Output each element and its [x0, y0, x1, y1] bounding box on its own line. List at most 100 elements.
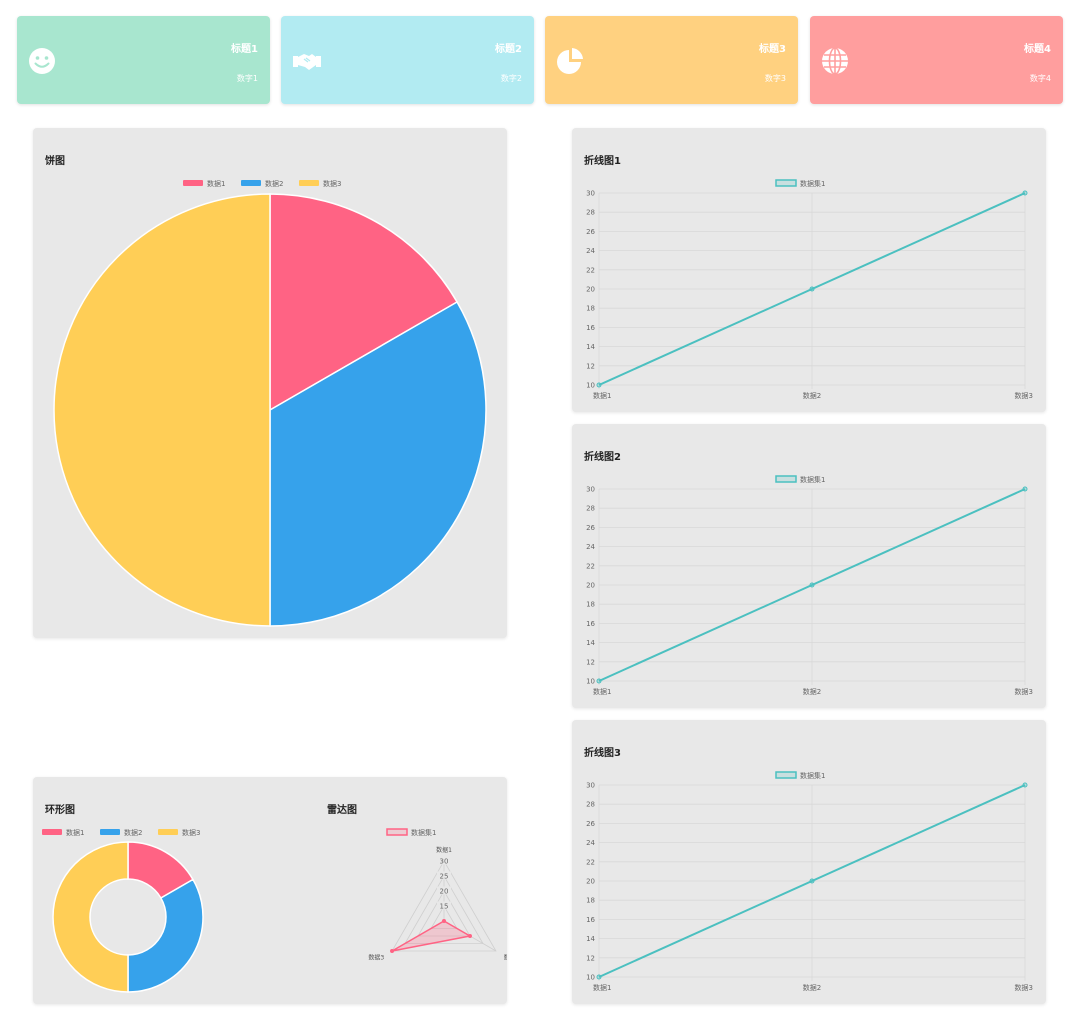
radar-point-label: 数据1: [436, 846, 452, 854]
pie-chart-icon: [557, 48, 583, 74]
pie-slice-1: [269, 193, 459, 412]
data-point: [809, 878, 815, 884]
y-tick-label: 10: [586, 382, 595, 390]
card-title: 标题1: [231, 44, 258, 55]
pie-slice-3: [53, 193, 271, 627]
radar-grid-ring: [430, 905, 458, 929]
line-panel-2: 折线图2 数据集1 10 12 14 16 18 20 22 24 26 28 30 数据1 数据2 数据3: [572, 424, 1046, 708]
y-tick-label: 20: [586, 582, 595, 590]
legend-swatch: [241, 180, 261, 186]
data-point: [809, 582, 815, 588]
doughnut-slice-2: [127, 878, 204, 993]
legend-swatch: [299, 180, 319, 186]
y-tick-label: 16: [586, 620, 595, 628]
chart-title: 折线图1: [584, 156, 621, 167]
y-tick-label: 14: [586, 343, 595, 351]
legend-swatch: [183, 180, 203, 186]
series-line: [598, 192, 1026, 386]
doughnut-radar-panel: 环形图 雷达图 数据1 数据2 数据3 数据集1 15 20 25 30 数据1 数据2 数据3: [33, 777, 507, 1004]
radar-series-area: [391, 920, 473, 952]
x-tick-label: 数据3: [1015, 687, 1033, 696]
data-point: [1022, 782, 1028, 788]
radar-tick-backdrop: [437, 901, 451, 910]
legend-label: 数据3: [182, 828, 200, 837]
radar-chart: 数据集1 15 20 25 30 数据1 数据2 数据3: [368, 828, 507, 962]
radar-data-point: [442, 919, 446, 923]
y-tick-label: 28: [586, 505, 595, 513]
legend-label: 数据2: [124, 828, 142, 837]
data-point: [809, 286, 815, 292]
y-tick-label: 18: [586, 601, 595, 609]
y-tick-label: 26: [586, 524, 595, 532]
chart-title: 折线图3: [584, 748, 621, 759]
y-tick-label: 24: [586, 247, 595, 255]
legend-label: 数据集1: [411, 828, 436, 837]
y-tick-label: 10: [586, 678, 595, 686]
chart-title: 折线图2: [584, 452, 621, 463]
stat-card-4[interactable]: 标题4 数字4: [810, 16, 1063, 104]
y-tick-label: 26: [586, 820, 595, 828]
y-tick-label: 20: [586, 286, 595, 294]
line-chart-2: 数据集1 10 12 14 16 18 20 22 24 26 28 30 数据1 数据2 数据3: [586, 475, 1033, 696]
radar-point-label: 数据2: [504, 954, 507, 962]
y-tick-label: 16: [586, 916, 595, 924]
chart-title: 饼图: [45, 156, 65, 167]
handshake-icon: [293, 54, 321, 70]
chart-title: 环形图: [45, 805, 75, 816]
y-tick-label: 24: [586, 543, 595, 551]
legend-swatch: [775, 771, 797, 779]
x-tick-label: 数据3: [1015, 983, 1033, 992]
y-tick-label: 28: [586, 209, 595, 217]
radar-tick-label: 15: [440, 903, 449, 911]
y-tick-label: 16: [586, 324, 595, 332]
y-tick-label: 14: [586, 935, 595, 943]
radar-tick-label: 20: [440, 888, 449, 896]
y-tick-label: 30: [586, 782, 595, 790]
doughnut-slice-3: [52, 841, 129, 993]
y-tick-label: 18: [586, 897, 595, 905]
series-line: [598, 784, 1026, 978]
x-tick-label: 数据2: [803, 687, 821, 696]
y-tick-label: 12: [586, 362, 595, 370]
smile-icon: [29, 48, 55, 74]
legend-label: 数据1: [207, 179, 225, 188]
radar-tick-backdrop: [437, 856, 451, 865]
legend-label: 数据2: [265, 179, 283, 188]
card-value: 数字4: [1029, 74, 1051, 83]
stat-card-2[interactable]: 标题2 数字2: [281, 16, 534, 104]
line-panel-3: 折线图3 数据集1 10 12 14 16 18 20 22 24 26 28 30 数据1 数据2 数据3: [572, 720, 1046, 1004]
y-tick-label: 12: [586, 658, 595, 666]
stat-card-1[interactable]: 标题1 数字1: [17, 16, 270, 104]
y-tick-label: 22: [586, 266, 595, 274]
pie-chart: 数据1 数据2 数据3: [53, 179, 487, 627]
globe-icon: [822, 47, 848, 75]
y-tick-label: 22: [586, 858, 595, 866]
y-tick-label: 28: [586, 801, 595, 809]
radar-tick-label: 30: [440, 858, 449, 866]
y-tick-label: 18: [586, 305, 595, 313]
x-tick-label: 数据2: [803, 391, 821, 400]
x-tick-label: 数据1: [593, 391, 611, 400]
y-tick-label: 30: [586, 486, 595, 494]
legend-label: 数据1: [66, 828, 84, 837]
card-title: 标题4: [1024, 44, 1051, 55]
line-panel-1: 折线图1 数据集1 10 12 14 16 18 20 22 24 26 28 30 数据1 数据2 数据3: [572, 128, 1046, 412]
card-value: 数字1: [236, 74, 258, 83]
legend-swatch: [158, 829, 178, 835]
legend-label: 数据集1: [800, 475, 825, 484]
legend-swatch: [775, 475, 797, 483]
radar-grid-ring: [391, 860, 497, 952]
data-point: [596, 974, 602, 980]
line-chart-1: 数据集1 10 12 14 16 18 20 22 24 26 28 30 数据1 数据2 数据3: [586, 179, 1033, 400]
legend-label: 数据集1: [800, 771, 825, 780]
y-tick-label: 14: [586, 639, 595, 647]
y-tick-label: 26: [586, 228, 595, 236]
stat-card-3[interactable]: 标题3 数字3: [545, 16, 798, 104]
radar-data-point: [390, 949, 395, 953]
legend-swatch: [386, 828, 408, 836]
radar-tick-label: 25: [440, 873, 449, 881]
y-tick-label: 12: [586, 954, 595, 962]
card-title: 标题3: [759, 44, 786, 55]
pie-panel: 饼图 数据1 数据2 数据3: [33, 128, 507, 638]
y-tick-label: 10: [586, 974, 595, 982]
